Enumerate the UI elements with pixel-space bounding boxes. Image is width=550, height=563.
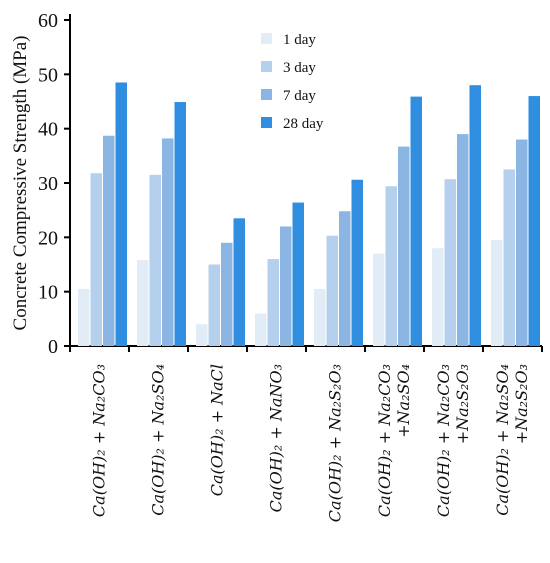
bar-28-day-0 xyxy=(115,82,127,346)
legend-swatch-7-day xyxy=(261,89,272,100)
legend-swatch-3-day xyxy=(261,61,272,72)
legend-label: 7 day xyxy=(283,88,316,104)
y-axis-label: Concrete Compressive Strength (MPa) xyxy=(10,36,31,331)
bar-1-day-0 xyxy=(78,288,90,346)
y-tick-label: 30 xyxy=(38,173,58,195)
bar-3-day-4 xyxy=(326,235,338,346)
bar-1-day-6 xyxy=(432,248,444,346)
legend-swatch-28-day xyxy=(261,117,272,128)
x-category-label-line: Ca(OH)₂ + Na₂CO₃ xyxy=(434,364,453,517)
legend-label: 3 day xyxy=(283,60,316,76)
bar-28-day-2 xyxy=(233,218,245,346)
bar-7-day-0 xyxy=(103,135,115,346)
x-category-label: Ca(OH)₂ + Na₂CO₃ +Na₂S₂O₃ xyxy=(434,364,472,517)
bar-1-day-2 xyxy=(196,324,208,346)
bar-1-day-5 xyxy=(373,253,385,346)
y-tick-label: 0 xyxy=(48,336,58,358)
bar-28-day-1 xyxy=(174,102,186,346)
bar-3-day-0 xyxy=(90,173,102,346)
x-category-label-line: Ca(OH)₂ + NaCl xyxy=(208,364,227,496)
bar-3-day-6 xyxy=(444,179,456,346)
x-category-label: Ca(OH)₂ + Na₂SO₄ xyxy=(149,364,168,516)
y-axis: 0 10 20 30 40 50 60 xyxy=(38,10,71,358)
x-axis xyxy=(69,345,543,352)
bar-28-day-5 xyxy=(410,96,422,346)
legend-label: 28 day xyxy=(283,116,324,132)
bar-1-day-1 xyxy=(137,260,149,346)
bar-7-day-6 xyxy=(457,134,469,346)
x-category-label-line: +Na₂S₂O₃ xyxy=(512,364,531,444)
bar-28-day-4 xyxy=(351,179,363,346)
x-category-label-line: +Na₂SO₄ xyxy=(394,364,413,438)
x-category-label: Ca(OH)₂ + Na₂S₂O₃ xyxy=(326,364,345,522)
bar-1-day-7 xyxy=(491,240,503,346)
bar-28-day-6 xyxy=(469,85,481,346)
x-category-label: Ca(OH)₂ + Na₂CO₃ +Na₂SO₄ xyxy=(375,364,413,517)
bar-7-day-4 xyxy=(339,211,351,346)
x-category-label-line: Ca(OH)₂ + NaNO₃ xyxy=(267,364,286,512)
bar-28-day-3 xyxy=(292,202,304,346)
bar-7-day-2 xyxy=(221,242,233,346)
legend: 1 day 3 day 7 day 28 day xyxy=(261,32,324,132)
bar-7-day-3 xyxy=(280,226,292,346)
bars xyxy=(78,82,540,346)
bar-3-day-2 xyxy=(208,264,220,346)
legend-label: 1 day xyxy=(283,32,316,48)
x-category-label: Ca(OH)₂ + Na₂SO₄ +Na₂S₂O₃ xyxy=(493,364,531,516)
x-category-label-line: +Na₂S₂O₃ xyxy=(453,364,472,444)
x-axis-category-labels: Ca(OH)₂ + Na₂CO₃ Ca(OH)₂ + Na₂SO₄ Ca(OH)₂ … xyxy=(90,364,532,522)
bar-7-day-7 xyxy=(516,139,528,346)
y-tick-label: 40 xyxy=(38,119,58,141)
bar-1-day-4 xyxy=(314,288,326,346)
bar-3-day-1 xyxy=(149,174,161,346)
x-category-label: Ca(OH)₂ + NaCl xyxy=(208,364,227,496)
legend-swatch-1-day xyxy=(261,33,272,44)
bar-3-day-3 xyxy=(267,259,279,346)
bar-28-day-7 xyxy=(528,96,540,346)
x-category-label: Ca(OH)₂ + NaNO₃ xyxy=(267,364,286,512)
bar-3-day-5 xyxy=(385,186,397,346)
bar-7-day-5 xyxy=(398,146,410,346)
bar-1-day-3 xyxy=(255,313,267,346)
x-category-label-line: Ca(OH)₂ + Na₂SO₄ xyxy=(149,364,168,516)
y-tick-label: 20 xyxy=(38,227,58,249)
x-category-label-line: Ca(OH)₂ + Na₂SO₄ xyxy=(493,364,512,516)
x-category-label: Ca(OH)₂ + Na₂CO₃ xyxy=(90,364,109,517)
bar-3-day-7 xyxy=(503,169,515,346)
x-category-label-line: Ca(OH)₂ + Na₂CO₃ xyxy=(375,364,394,517)
bar-7-day-1 xyxy=(162,138,174,346)
y-tick-label: 10 xyxy=(38,282,58,304)
x-category-label-line: Ca(OH)₂ + Na₂S₂O₃ xyxy=(326,364,345,522)
y-tick-label: 50 xyxy=(38,64,58,86)
x-category-label-line: Ca(OH)₂ + Na₂CO₃ xyxy=(90,364,109,517)
y-tick-label: 60 xyxy=(38,10,58,32)
